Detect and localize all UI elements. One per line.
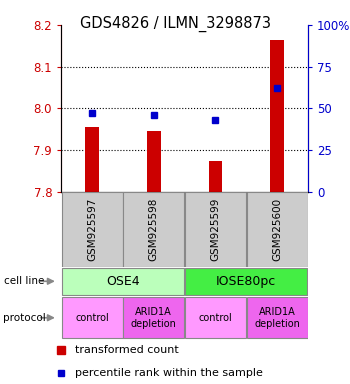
Text: control: control bbox=[198, 313, 232, 323]
Bar bbox=[209, 161, 222, 192]
Text: transformed count: transformed count bbox=[75, 344, 179, 354]
Bar bbox=[147, 131, 161, 192]
Bar bbox=[247, 192, 308, 267]
Bar bbox=[247, 298, 308, 338]
Bar bbox=[270, 40, 284, 192]
Bar bbox=[185, 268, 307, 295]
Text: cell line: cell line bbox=[4, 276, 44, 286]
Bar bbox=[62, 298, 122, 338]
Bar bbox=[62, 268, 184, 295]
Text: GSM925600: GSM925600 bbox=[272, 198, 282, 261]
Bar bbox=[185, 298, 246, 338]
Text: GSM925599: GSM925599 bbox=[210, 198, 220, 261]
Bar bbox=[85, 127, 99, 192]
Bar bbox=[62, 192, 122, 267]
Text: protocol: protocol bbox=[4, 313, 46, 323]
Text: percentile rank within the sample: percentile rank within the sample bbox=[75, 368, 263, 378]
Text: ARID1A
depletion: ARID1A depletion bbox=[131, 307, 177, 329]
Bar bbox=[123, 298, 184, 338]
Text: ARID1A
depletion: ARID1A depletion bbox=[254, 307, 300, 329]
Text: IOSE80pc: IOSE80pc bbox=[216, 275, 276, 288]
Text: GDS4826 / ILMN_3298873: GDS4826 / ILMN_3298873 bbox=[79, 15, 271, 31]
Text: GSM925598: GSM925598 bbox=[149, 198, 159, 261]
Text: GSM925597: GSM925597 bbox=[87, 198, 97, 261]
Text: OSE4: OSE4 bbox=[106, 275, 140, 288]
Bar bbox=[123, 192, 184, 267]
Text: control: control bbox=[75, 313, 109, 323]
Bar bbox=[185, 192, 246, 267]
